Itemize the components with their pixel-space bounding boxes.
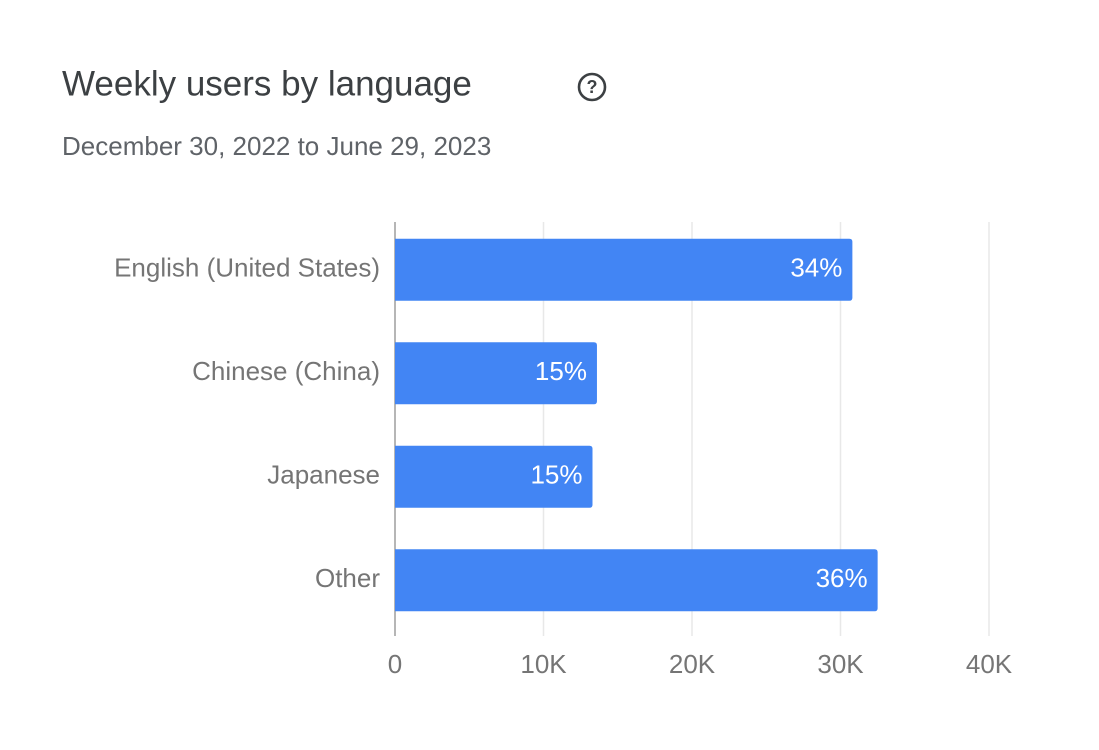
- data-label: 15%: [535, 356, 587, 386]
- bar: [395, 445, 593, 508]
- y-tick-label: Japanese: [267, 460, 380, 490]
- chart-title: Weekly users by language: [62, 64, 472, 103]
- x-tick-label: 0: [388, 649, 402, 679]
- x-tick-label: 30K: [817, 649, 864, 679]
- x-tick-label: 20K: [669, 649, 716, 679]
- bar: [395, 238, 853, 301]
- data-label: 34%: [790, 253, 842, 283]
- bar: [395, 549, 878, 612]
- x-tick-label: 10K: [520, 649, 567, 679]
- y-tick-label: English (United States): [114, 253, 380, 283]
- data-label: 15%: [530, 460, 582, 490]
- chart-subtitle: December 30, 2022 to June 29, 2023: [62, 131, 491, 161]
- bar: [395, 342, 597, 405]
- y-tick-label: Other: [315, 563, 380, 593]
- data-label: 36%: [816, 563, 868, 593]
- help-icon[interactable]: ?: [577, 72, 607, 102]
- x-tick-label: 40K: [966, 649, 1013, 679]
- svg-text:?: ?: [587, 77, 598, 97]
- y-tick-label: Chinese (China): [192, 356, 380, 386]
